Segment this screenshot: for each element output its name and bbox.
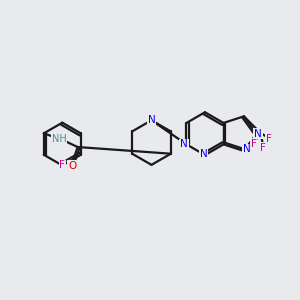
- Text: F: F: [59, 160, 65, 170]
- Text: N: N: [243, 145, 251, 154]
- Text: O: O: [68, 161, 76, 171]
- Text: F: F: [260, 143, 266, 153]
- Text: F: F: [251, 139, 256, 149]
- Text: N: N: [180, 140, 188, 149]
- Text: N: N: [148, 115, 155, 125]
- Text: NH: NH: [52, 134, 67, 144]
- Text: F: F: [266, 134, 272, 144]
- Text: N: N: [254, 129, 262, 139]
- Text: N: N: [200, 148, 207, 159]
